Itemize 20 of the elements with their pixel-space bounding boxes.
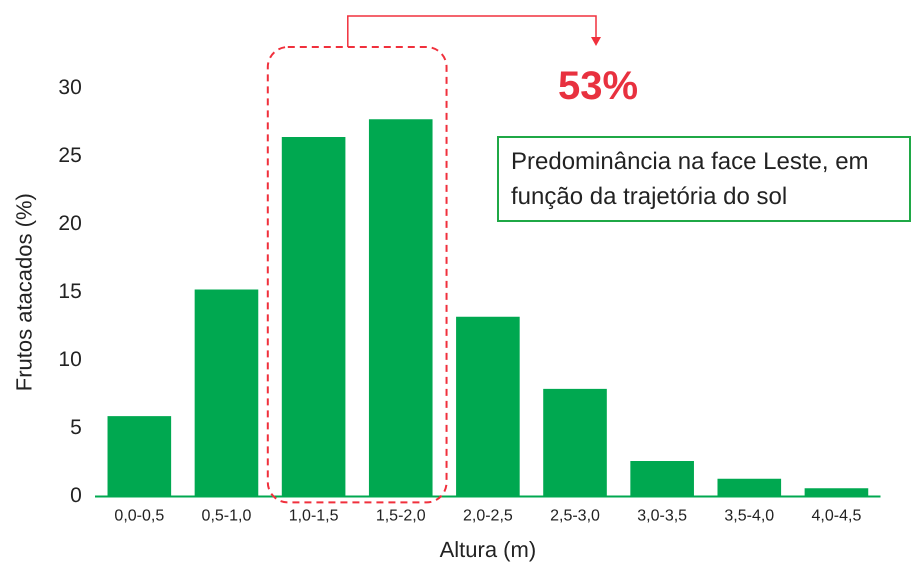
- y-tick-label: 20: [58, 212, 82, 235]
- x-tick-label: 1,5-2,0: [376, 507, 426, 524]
- annotation: Predominância na face Leste, em função da trajetória do sol: [497, 136, 911, 222]
- y-tick-label: 30: [58, 76, 82, 99]
- x-tick-label: 1,0-1,5: [288, 507, 339, 524]
- x-tick-label: 3,5-4,0: [724, 507, 774, 524]
- y-tick-label: 15: [58, 280, 82, 303]
- x-tick-label: 0,0-0,5: [114, 507, 164, 524]
- y-tick-label: 10: [58, 348, 82, 372]
- annotation: 53%: [556, 64, 640, 109]
- y-tick-label: 25: [58, 144, 82, 167]
- y-tick-label: 0: [70, 484, 82, 508]
- x-tick-label: 3,0-3,5: [637, 507, 688, 524]
- x-tick-label: 2,0-2,5: [462, 507, 513, 524]
- x-tick-label: 2,5-3,0: [550, 507, 600, 524]
- y-tick-label: 5: [70, 416, 82, 440]
- x-axis-title: Altura (m): [440, 536, 536, 562]
- y-axis-title: Frutos atacados (%): [11, 193, 36, 392]
- x-tick-label: 0,5-1,0: [202, 507, 252, 524]
- x-tick-label: 4,0-4,5: [812, 507, 862, 524]
